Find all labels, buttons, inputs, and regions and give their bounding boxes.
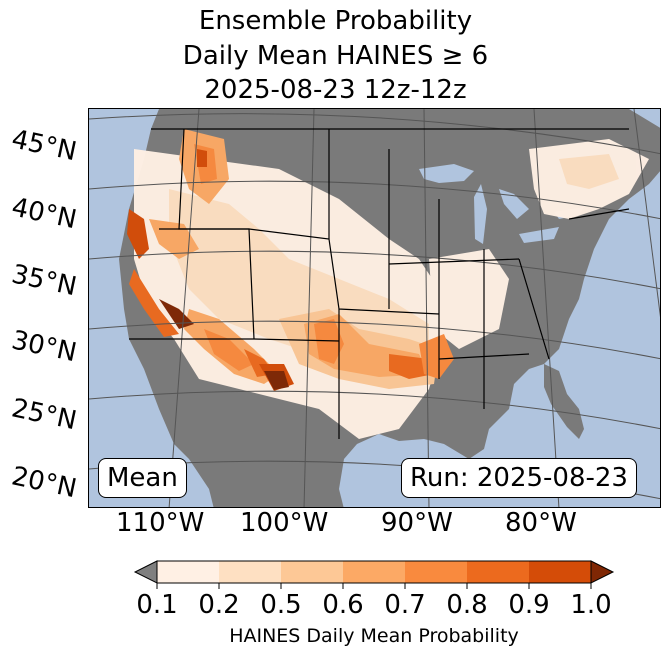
colorbar-bin bbox=[467, 561, 530, 583]
title-line-1: Ensemble Probability bbox=[198, 6, 473, 36]
lat-label-25: 25°N bbox=[8, 393, 80, 437]
stat-label: Mean bbox=[98, 458, 187, 498]
colorbar-tick-label: 0.8 bbox=[446, 590, 488, 620]
colorbar-tick-label: 0.2 bbox=[198, 590, 240, 620]
title-line-2: Daily Mean HAINES ≥ 6 bbox=[182, 41, 489, 71]
colorbar-bin bbox=[281, 561, 344, 583]
graticule bbox=[89, 109, 660, 507]
colorbar-tick-label: 0.9 bbox=[508, 590, 550, 620]
lat-label-45: 45°N bbox=[8, 124, 80, 168]
colorbar-bin bbox=[529, 561, 592, 583]
state-borders bbox=[129, 128, 630, 439]
colorbar-bins bbox=[157, 561, 592, 583]
colorbar-label: HAINES Daily Mean Probability bbox=[229, 625, 519, 647]
baja-california bbox=[147, 329, 189, 434]
colorbar-bin bbox=[343, 561, 406, 583]
colorbar-tick-label: 0.5 bbox=[260, 590, 302, 620]
map-panel bbox=[88, 108, 661, 508]
colorbar-over-triangle bbox=[590, 560, 615, 584]
colorbar-tick-label: 0.7 bbox=[384, 590, 426, 620]
lat-label-30: 30°N bbox=[8, 325, 80, 369]
lon-label-100: 100°W bbox=[240, 508, 329, 538]
lon-label-80: 80°W bbox=[505, 508, 577, 538]
colorbar-under-triangle bbox=[133, 560, 158, 584]
lat-label-35: 35°N bbox=[8, 259, 80, 303]
colorbar-ticks bbox=[156, 583, 592, 589]
title-line-3: 2025-08-23 12z-12z bbox=[204, 75, 467, 105]
map-canvas bbox=[89, 109, 660, 507]
lat-label-20: 20°N bbox=[8, 461, 80, 505]
colorbar-bin bbox=[219, 561, 282, 583]
colorbar-tick-label: 0.6 bbox=[322, 590, 364, 620]
lat-label-40: 40°N bbox=[8, 192, 80, 236]
colorbar-tick-label: 0.1 bbox=[136, 590, 178, 620]
run-label: Run: 2025-08-23 bbox=[401, 458, 637, 498]
colorbar-bin bbox=[405, 561, 468, 583]
colorbar-outline bbox=[156, 560, 592, 584]
lon-label-90: 90°W bbox=[381, 508, 453, 538]
colorbar-bin bbox=[157, 561, 220, 583]
florida bbox=[544, 364, 584, 439]
probability-field bbox=[127, 129, 649, 439]
colorbar-tick-label: 1.0 bbox=[570, 590, 612, 620]
lon-label-110: 110°W bbox=[116, 508, 205, 538]
